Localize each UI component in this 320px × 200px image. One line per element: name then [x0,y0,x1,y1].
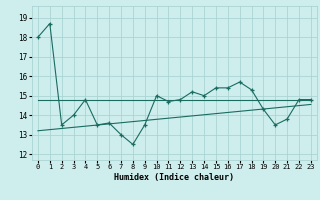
X-axis label: Humidex (Indice chaleur): Humidex (Indice chaleur) [115,173,234,182]
